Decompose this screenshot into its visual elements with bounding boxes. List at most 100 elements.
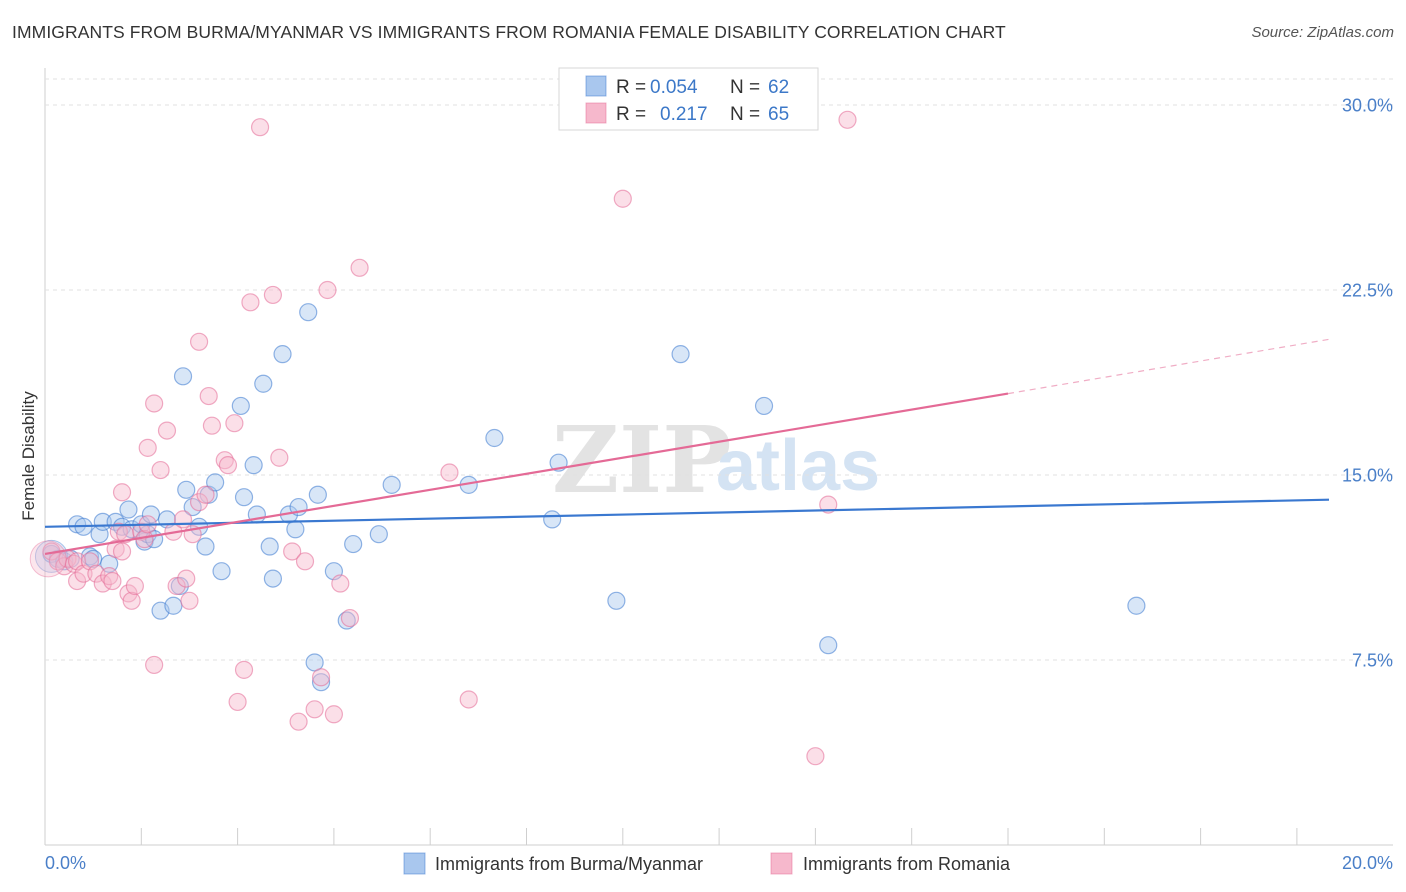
point-burma xyxy=(754,396,774,416)
point-romania xyxy=(263,285,283,305)
point-romania xyxy=(318,280,337,300)
stats-swatch-pink xyxy=(585,102,607,124)
stats-n-value-2: 65 xyxy=(768,104,789,125)
trendline-romania-extension xyxy=(1007,338,1330,395)
stats-swatch-blue xyxy=(585,75,607,97)
point-romania xyxy=(250,118,270,137)
point-romania xyxy=(295,552,315,571)
legend-label-burma: Immigrants from Burma/Myanmar xyxy=(435,854,703,874)
watermark-atlas: atlas xyxy=(716,426,880,506)
legend-swatch-romania xyxy=(770,852,793,875)
point-romania xyxy=(234,660,254,679)
point-burma xyxy=(819,636,838,655)
point-romania xyxy=(819,495,838,514)
point-romania xyxy=(112,542,132,561)
point-romania xyxy=(202,416,222,435)
point-burma xyxy=(607,591,626,610)
point-romania xyxy=(180,591,199,610)
point-romania xyxy=(100,567,119,586)
y-tick-label: 15.0% xyxy=(1342,466,1393,486)
point-burma xyxy=(263,569,283,588)
point-burma xyxy=(231,396,250,416)
point-burma xyxy=(164,596,183,615)
stats-n-label-1: N = xyxy=(730,77,760,98)
point-romania xyxy=(459,690,478,709)
point-burma xyxy=(1127,596,1146,615)
point-romania xyxy=(145,655,164,675)
point-burma xyxy=(299,303,318,322)
point-romania xyxy=(125,576,144,596)
point-burma xyxy=(260,537,279,556)
point-romania xyxy=(283,542,302,561)
x-ticks xyxy=(44,828,1298,845)
point-romania xyxy=(145,394,164,413)
point-romania xyxy=(199,386,218,406)
point-romania xyxy=(340,608,360,628)
point-burma xyxy=(337,611,356,630)
point-romania xyxy=(228,692,247,712)
y-tick-label: 22.5% xyxy=(1342,281,1393,301)
point-burma xyxy=(273,345,292,364)
point-burma xyxy=(206,473,225,492)
point-burma xyxy=(212,562,231,581)
point-burma xyxy=(382,475,401,494)
point-romania xyxy=(67,571,87,591)
point-burma xyxy=(173,367,193,386)
point-romania xyxy=(218,456,238,475)
point-romania xyxy=(177,569,196,588)
stats-r-value-1: 0.054 xyxy=(650,77,698,98)
point-burma xyxy=(177,480,196,499)
point-romania xyxy=(838,110,857,129)
point-burma xyxy=(311,673,331,692)
point-romania xyxy=(189,493,209,512)
point-romania xyxy=(324,705,343,724)
stats-r-label-1: R = xyxy=(616,77,646,98)
point-romania xyxy=(215,451,234,470)
y-tick-labels: 7.5% 15.0% 22.5% 30.0% xyxy=(1342,96,1393,671)
stats-box: R = 0.054 N = 62 R = 0.217 N = 65 xyxy=(558,67,819,131)
point-romania xyxy=(289,712,308,731)
point-romania xyxy=(305,700,324,719)
point-romania xyxy=(225,414,244,433)
stats-n-value-1: 62 xyxy=(768,77,789,98)
point-romania xyxy=(103,571,122,591)
point-burma xyxy=(234,488,254,507)
point-burma xyxy=(543,510,562,529)
point-burma xyxy=(244,456,263,475)
stats-r-label-2: R = xyxy=(616,104,646,125)
point-romania xyxy=(241,293,260,312)
watermark-zip: ZIP xyxy=(552,406,731,514)
point-romania xyxy=(173,510,193,529)
point-romania xyxy=(311,668,331,687)
series-romania-points xyxy=(29,110,857,766)
point-burma xyxy=(308,485,327,504)
trendline-burma xyxy=(44,498,1330,528)
point-burma xyxy=(485,428,504,448)
trendline-romania xyxy=(44,392,1009,556)
point-romania xyxy=(151,460,170,480)
chart-title: IMMIGRANTS FROM BURMA/MYANMAR VS IMMIGRA… xyxy=(12,22,1006,42)
source-label: Source: ZipAtlas.com xyxy=(1251,24,1394,41)
point-romania xyxy=(440,463,459,482)
legend-swatch-burma xyxy=(403,852,426,875)
stats-n-label-2: N = xyxy=(730,104,760,125)
point-romania xyxy=(167,576,186,596)
legend-label-romania: Immigrants from Romania xyxy=(803,854,1011,874)
point-burma xyxy=(369,525,388,544)
x-tick-label-max: 20.0% xyxy=(1342,853,1393,873)
point-romania xyxy=(806,747,825,766)
point-burma xyxy=(254,374,273,393)
point-burma xyxy=(196,537,215,556)
point-romania xyxy=(196,485,215,504)
stats-r-value-2: 0.217 xyxy=(660,104,708,125)
legend: Immigrants from Burma/Myanmar Immigrants… xyxy=(403,852,1011,875)
point-romania xyxy=(350,258,369,277)
point-burma xyxy=(344,534,363,554)
gridlines xyxy=(45,78,1393,661)
point-romania xyxy=(122,591,141,610)
x-tick-label-min: 0.0% xyxy=(45,853,86,873)
point-romania xyxy=(270,448,289,467)
trendlines xyxy=(44,338,1330,556)
point-burma xyxy=(671,345,690,364)
